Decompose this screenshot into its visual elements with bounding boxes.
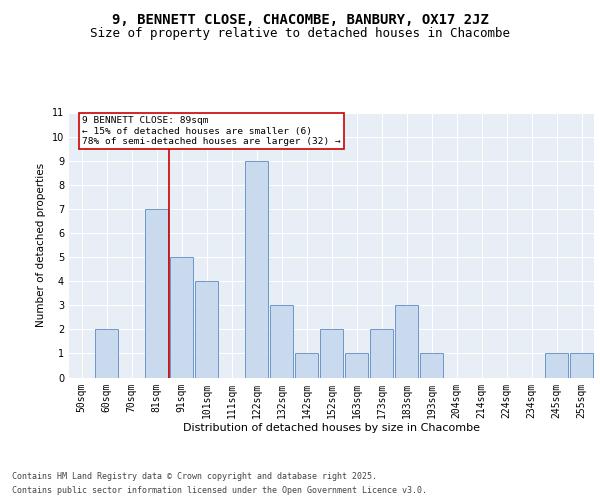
Bar	[245, 160, 268, 378]
Bar	[370, 330, 394, 378]
Bar	[95, 330, 118, 378]
Y-axis label: Number of detached properties: Number of detached properties	[37, 163, 46, 327]
Bar	[320, 330, 343, 378]
Bar	[145, 209, 169, 378]
Bar	[419, 354, 443, 378]
Bar	[170, 257, 193, 378]
Text: 9 BENNETT CLOSE: 89sqm
← 15% of detached houses are smaller (6)
78% of semi-deta: 9 BENNETT CLOSE: 89sqm ← 15% of detached…	[82, 116, 341, 146]
Bar	[194, 281, 218, 378]
Bar	[395, 305, 418, 378]
Bar	[269, 305, 293, 378]
Bar	[344, 354, 368, 378]
X-axis label: Distribution of detached houses by size in Chacombe: Distribution of detached houses by size …	[183, 423, 480, 433]
Bar	[295, 354, 319, 378]
Text: Contains HM Land Registry data © Crown copyright and database right 2025.: Contains HM Land Registry data © Crown c…	[12, 472, 377, 481]
Bar	[569, 354, 593, 378]
Bar	[545, 354, 568, 378]
Text: Contains public sector information licensed under the Open Government Licence v3: Contains public sector information licen…	[12, 486, 427, 495]
Text: 9, BENNETT CLOSE, CHACOMBE, BANBURY, OX17 2JZ: 9, BENNETT CLOSE, CHACOMBE, BANBURY, OX1…	[112, 12, 488, 26]
Text: Size of property relative to detached houses in Chacombe: Size of property relative to detached ho…	[90, 28, 510, 40]
